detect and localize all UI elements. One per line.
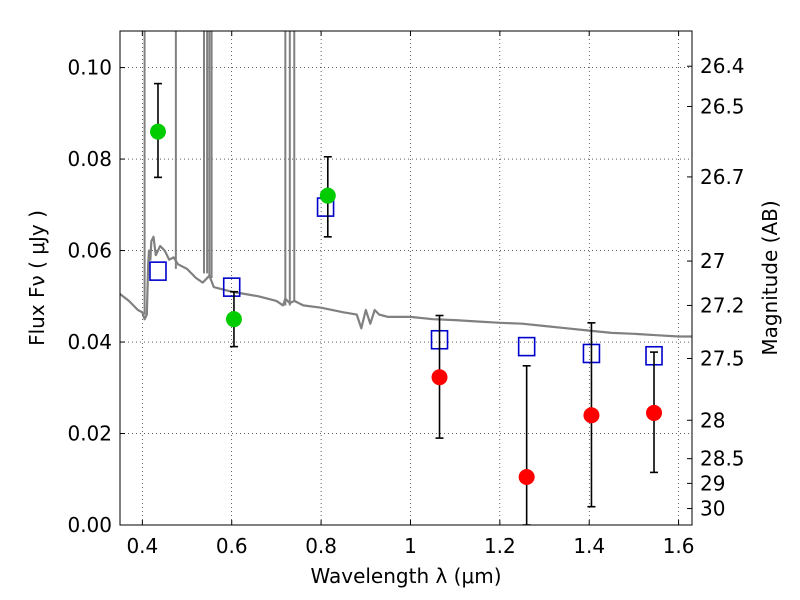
- observed-flux-point: [583, 407, 600, 424]
- right-axis-tick-label: 27.2: [700, 293, 745, 317]
- right-axis-tick-label: 30: [700, 497, 725, 521]
- observed-flux-point: [225, 311, 242, 328]
- model-flux-square: [149, 261, 167, 281]
- right-axis-tick-label: 29: [700, 471, 725, 495]
- y-tick-label: 0.04: [67, 330, 112, 354]
- right-axis-tick-label: 26.4: [700, 54, 745, 78]
- model-flux-square: [222, 277, 241, 297]
- x-tick-label: 0.8: [305, 534, 337, 558]
- x-tick-label: 1: [404, 534, 417, 558]
- y-tick-label: 0.02: [67, 422, 112, 446]
- axes: 0.4 0.6 0.8 1 1.2 1.4 1.6 0.00 0.02 0.04 0.06 0.08 0…: [67, 31, 745, 558]
- right-axis-tick-label: 26.7: [700, 165, 745, 189]
- observed-flux-point: [646, 404, 663, 421]
- x-tick-label: 1.6: [663, 534, 695, 558]
- x-axis-label: Wavelength λ (μm): [310, 564, 501, 588]
- x-tick-label: 1.4: [573, 534, 605, 558]
- plot-frame: [119, 30, 693, 526]
- right-axis-tick-label: 26.5: [700, 94, 745, 118]
- right-axis-tick-label: 27.5: [700, 347, 745, 371]
- x-tick-label: 0.4: [126, 534, 158, 558]
- right-axis-tick-label: 27: [700, 249, 725, 273]
- observed-flux-point: [319, 187, 336, 204]
- y-tick-label: 0.00: [67, 513, 112, 537]
- right-axis-tick-label: 28.5: [700, 447, 745, 471]
- observed-flux-point: [149, 123, 166, 140]
- y-tick-label: 0.08: [67, 147, 112, 171]
- x-tick-label: 0.6: [216, 534, 248, 558]
- plot-area: [120, 31, 692, 525]
- observed-flux-point: [518, 468, 535, 485]
- model-spectrum-line: [120, 235, 692, 338]
- x-tick-label: 1.2: [484, 534, 516, 558]
- y-tick-label: 0.10: [67, 56, 112, 80]
- observed-flux-point: [431, 369, 448, 386]
- right-axis-label: Magnitude (AB): [758, 200, 782, 355]
- model-flux-square: [517, 336, 536, 357]
- y-axis-label: Flux Fν ( μJy ): [25, 210, 49, 346]
- right-axis-tick-label: 28: [700, 408, 725, 432]
- y-tick-label: 0.06: [67, 239, 112, 263]
